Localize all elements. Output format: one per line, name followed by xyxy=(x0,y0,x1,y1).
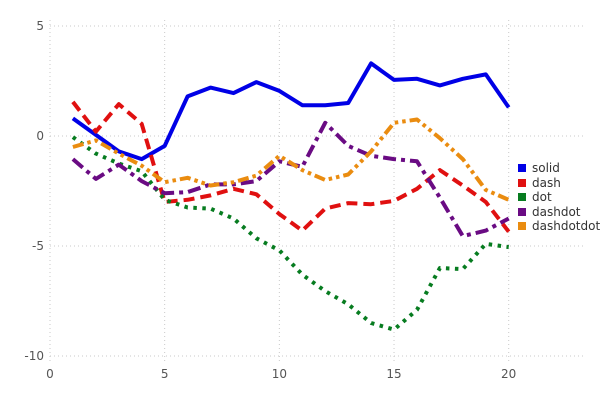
legend-swatch-solid xyxy=(518,164,526,173)
legend-label: dashdotdot xyxy=(532,219,600,234)
series-line-solid xyxy=(71,61,511,162)
legend: solid dash dot dashdot dashdotdot xyxy=(518,161,600,234)
legend-swatch-dashdot xyxy=(518,207,526,216)
x-tick-label: 5 xyxy=(161,367,169,381)
legend-item: dash xyxy=(518,176,600,191)
y-tick-label: -10 xyxy=(24,349,44,363)
y-tick-label: 5 xyxy=(36,19,44,33)
legend-label: solid xyxy=(532,161,560,176)
x-tick-label: 10 xyxy=(272,367,287,381)
y-tick-label: -5 xyxy=(32,239,44,253)
legend-swatch-dash xyxy=(518,178,526,187)
legend-swatch-dashdotdot xyxy=(518,222,526,231)
legend-item: dashdotdot xyxy=(518,219,600,234)
series-line-dot xyxy=(71,135,509,332)
series-line-dashdotdot xyxy=(72,117,510,202)
legend-item: dot xyxy=(518,190,600,205)
x-tick-label: 20 xyxy=(501,367,516,381)
y-tick-label: 0 xyxy=(36,129,44,143)
x-tick-label: 0 xyxy=(46,367,54,381)
x-tick-label: 15 xyxy=(386,367,401,381)
legend-label: dashdot xyxy=(532,204,581,219)
legend-item: dashdot xyxy=(518,205,600,220)
legend-item: solid xyxy=(518,161,600,176)
legend-label: dash xyxy=(532,175,561,190)
legend-label: dot xyxy=(532,190,552,205)
legend-swatch-dot xyxy=(518,193,526,202)
series-line-dash xyxy=(71,100,511,233)
